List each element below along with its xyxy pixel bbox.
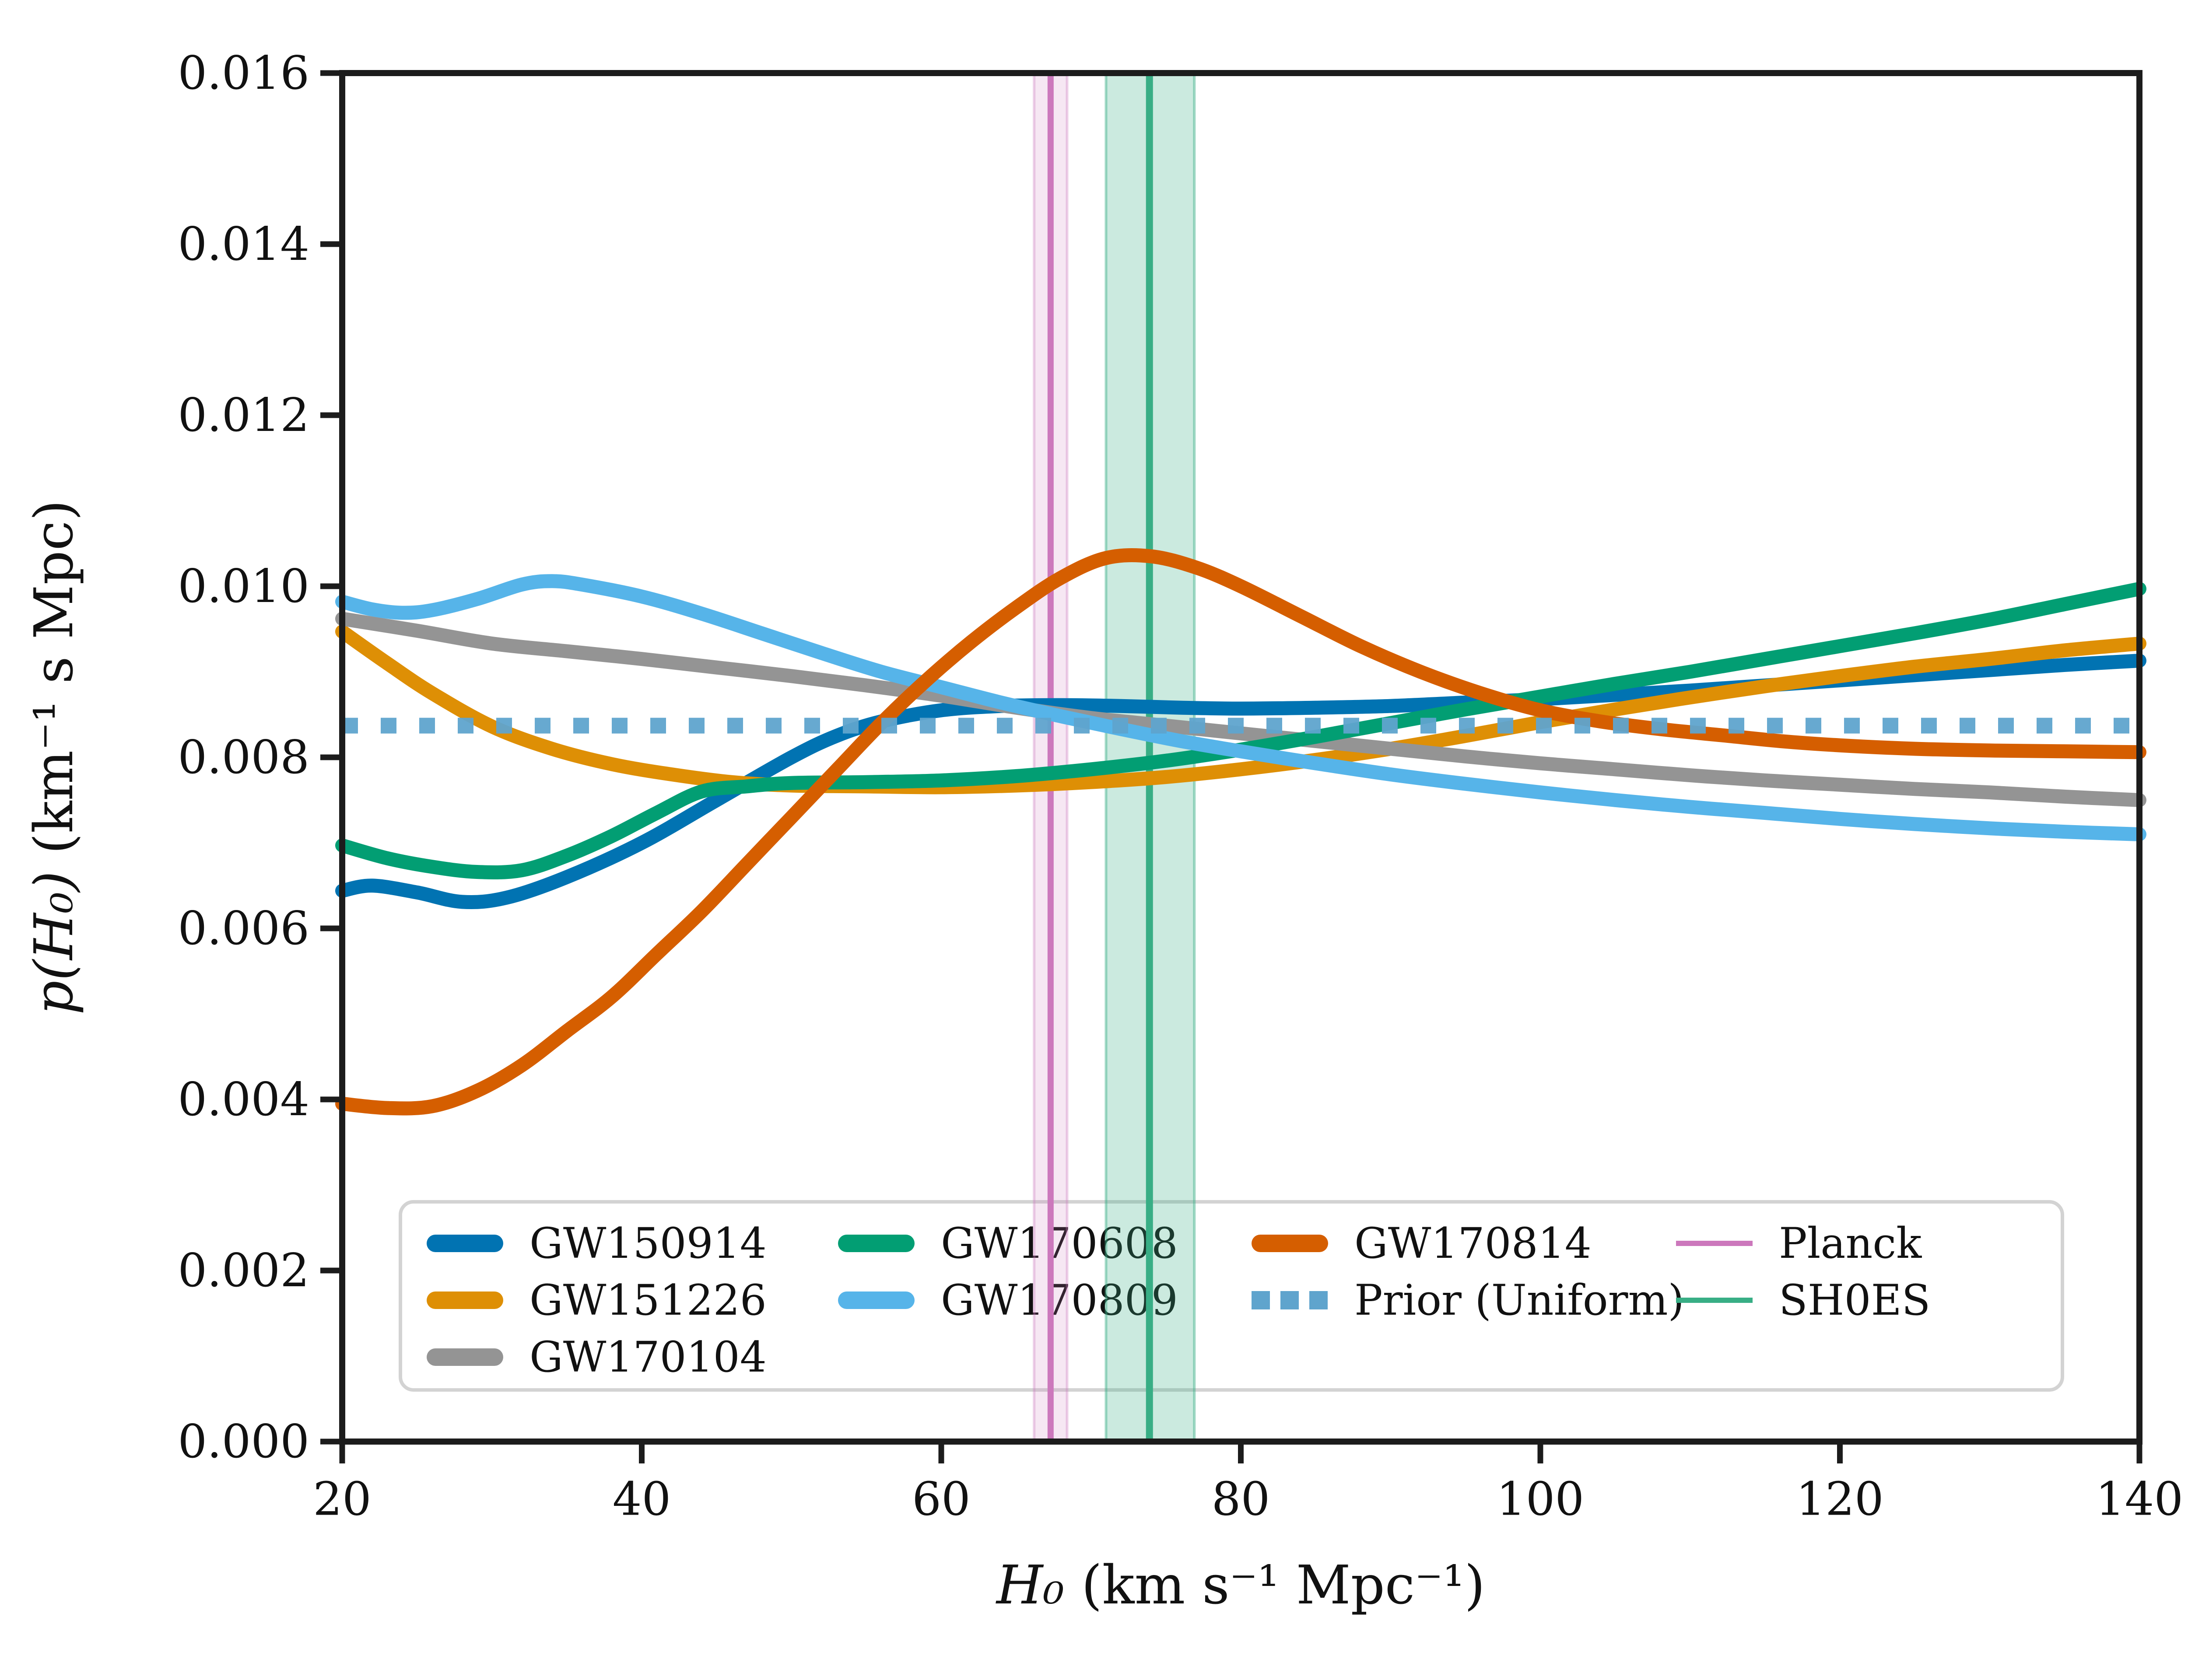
curve-gw170814 [335,548,2146,1116]
legend-label: SH0ES [1779,1276,1930,1325]
legend-label: GW151226 [529,1276,767,1325]
curve-gw151226 [335,624,2146,794]
legend-label: GW170608 [941,1219,1178,1268]
legend-item-sh0es: SH0ES [1676,1276,1930,1325]
ticks: 20 40 60 80 100 120 140 0.000 0.002 0.004 0.006 0.0… [178,46,2183,1526]
legend-item-gw170814: GW170814 [1252,1219,1592,1268]
y-tick-label: 0.010 [178,560,309,613]
legend-item-prior-uniform-: Prior (Uniform) [1252,1276,1684,1325]
legend-label: Planck [1779,1219,1922,1268]
legend-label: GW170814 [1354,1219,1592,1268]
legend-swatch-dot [1309,1291,1328,1309]
y-tick-label: 0.006 [178,902,309,955]
x-tick-label: 80 [1212,1473,1270,1526]
x-tick-label: 20 [313,1473,372,1526]
y-tick-label: 0.002 [178,1244,309,1297]
x-axis-label: H₀ (km s⁻¹ Mpc⁻¹) [996,1554,1485,1616]
legend-swatch [1676,1298,1753,1303]
y-tick-label: 0.008 [178,731,309,784]
legend-swatch [427,1348,503,1366]
y-tick-label: 0.004 [178,1073,309,1126]
legend-swatch [838,1292,915,1309]
legend-swatch [1252,1235,1328,1252]
y-axis-label: p(H₀) (km⁻¹ s Mpc) [23,500,85,1015]
curve-gw170608 [335,581,2146,879]
y-tick-label: 0.014 [178,217,309,271]
y-tick-label: 0.016 [178,46,309,100]
x-tick-label: 60 [912,1473,971,1526]
band-planck [1033,73,1069,1442]
legend-item-gw151226: GW151226 [427,1276,767,1325]
x-tick-label: 100 [1497,1473,1584,1526]
legend-label: GW170809 [941,1276,1178,1325]
y-tick-label: 0.012 [178,388,309,442]
legend-swatch [427,1235,503,1252]
x-tick-label: 140 [2096,1473,2183,1526]
legend-frame [399,1200,2064,1392]
legend: GW150914 GW151226 GW170104 GW170608 GW170809… [399,1200,2064,1392]
x-tick-label: 40 [613,1473,671,1526]
legend-swatch-dot [1252,1291,1270,1309]
legend-swatch [427,1292,503,1309]
legend-item-planck: Planck [1676,1219,1922,1268]
curve-gw170809 [335,574,2146,841]
y-tick-label: 0.000 [178,1415,309,1468]
legend-swatch-dot [1280,1291,1299,1309]
legend-swatch [838,1235,915,1252]
legend-swatch [1676,1241,1753,1246]
legend-label: GW150914 [529,1219,767,1268]
legend-label: Prior (Uniform) [1354,1276,1684,1325]
legend-label: GW170104 [529,1333,767,1382]
legend-item-gw170608: GW170608 [838,1219,1178,1268]
x-tick-label: 120 [1796,1473,1883,1526]
legend-item-gw170104: GW170104 [427,1333,767,1382]
legend-item-gw150914: GW150914 [427,1219,767,1268]
legend-item-gw170809: GW170809 [838,1276,1178,1325]
